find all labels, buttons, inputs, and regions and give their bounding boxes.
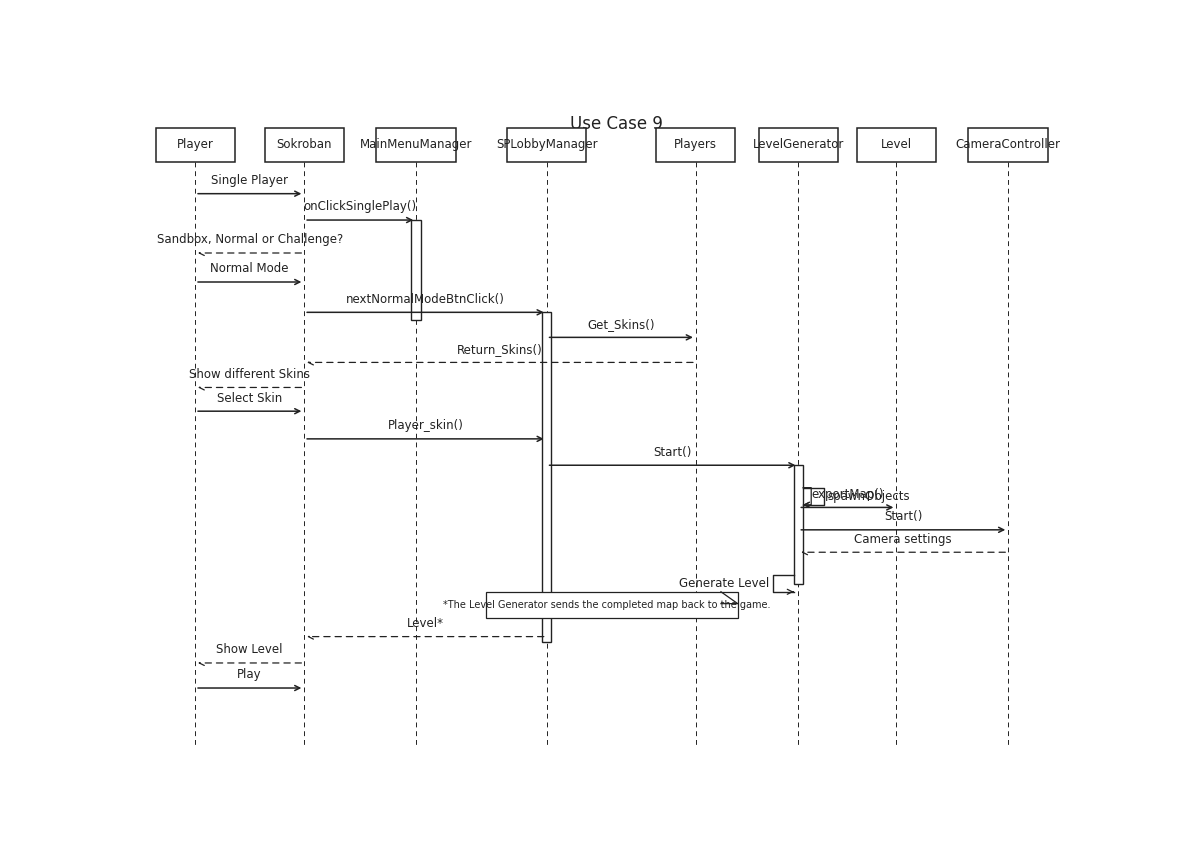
Bar — [656, 128, 735, 162]
Text: Level: Level — [881, 139, 912, 152]
Text: Camera settings: Camera settings — [854, 532, 952, 545]
Text: Start(): Start() — [884, 510, 923, 523]
Bar — [857, 128, 936, 162]
Text: nextNormalModeBtnClick(): nextNormalModeBtnClick() — [346, 293, 505, 306]
Text: Player_skin(): Player_skin() — [387, 419, 463, 432]
Text: Play: Play — [237, 669, 262, 681]
Text: Get_Skins(): Get_Skins() — [587, 318, 654, 330]
Text: Return_Skins(): Return_Skins() — [457, 342, 543, 356]
Text: exportMap(): exportMap() — [811, 488, 883, 501]
Text: Single Player: Single Player — [212, 174, 289, 187]
Bar — [759, 128, 838, 162]
Bar — [155, 128, 235, 162]
Bar — [377, 128, 456, 162]
Text: Level*: Level* — [407, 617, 444, 630]
Text: onClickSinglePlay(): onClickSinglePlay() — [303, 200, 416, 213]
Text: Players: Players — [675, 139, 717, 152]
Bar — [486, 591, 737, 618]
Text: Generate Level: Generate Level — [680, 577, 770, 591]
Bar — [794, 466, 804, 584]
Text: LevelGenerator: LevelGenerator — [753, 139, 845, 152]
Text: Sokroban: Sokroban — [277, 139, 332, 152]
Bar — [968, 128, 1048, 162]
Bar — [506, 128, 586, 162]
Text: MainMenuManager: MainMenuManager — [360, 139, 473, 152]
Text: Player: Player — [177, 139, 214, 152]
Text: SPLobbyManager: SPLobbyManager — [496, 139, 598, 152]
Bar — [411, 220, 421, 320]
Text: *The Level Generator sends the completed map back to the game.: *The Level Generator sends the completed… — [444, 600, 771, 610]
Text: Show different Skins: Show different Skins — [189, 368, 310, 381]
Text: Select Skin: Select Skin — [217, 391, 283, 405]
Text: Start(): Start() — [653, 446, 692, 459]
Text: Normal Mode: Normal Mode — [211, 263, 289, 276]
Text: Use Case 9: Use Case 9 — [570, 115, 663, 133]
Text: spawnObjects: spawnObjects — [828, 490, 909, 503]
Text: CameraController: CameraController — [955, 139, 1061, 152]
Text: Show Level: Show Level — [217, 644, 283, 657]
Bar — [541, 312, 551, 642]
Text: Sandbox, Normal or Challenge?: Sandbox, Normal or Challenge? — [156, 234, 343, 247]
Bar — [265, 128, 344, 162]
